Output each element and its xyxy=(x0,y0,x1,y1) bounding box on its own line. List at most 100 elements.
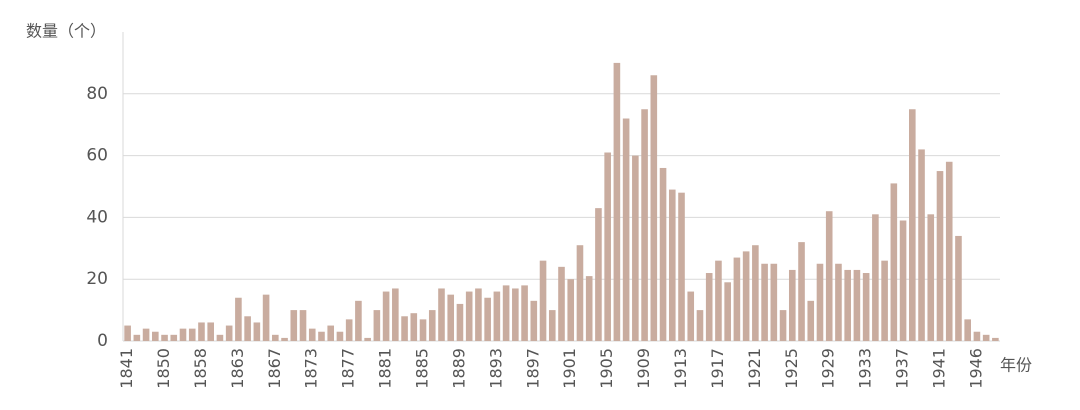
bar xyxy=(207,322,214,341)
bar xyxy=(890,183,898,341)
bar xyxy=(576,245,584,341)
bar xyxy=(428,310,436,341)
bar xyxy=(225,325,233,341)
bar xyxy=(779,310,787,341)
bar xyxy=(705,273,713,341)
x-tick-label: 1937 xyxy=(893,348,912,389)
bar xyxy=(512,288,519,341)
x-tick-label: 1850 xyxy=(154,348,173,389)
x-tick-label: 1917 xyxy=(708,348,727,389)
y-tick-label: 40 xyxy=(86,207,108,227)
x-tick-label: 1867 xyxy=(265,348,284,389)
bar xyxy=(216,334,224,341)
bar xyxy=(548,310,556,341)
bar xyxy=(835,263,842,341)
bar xyxy=(299,310,307,341)
bar xyxy=(853,269,861,341)
bar xyxy=(872,214,879,341)
bar xyxy=(355,300,362,341)
bar xyxy=(382,291,390,341)
bar xyxy=(770,263,778,341)
x-tick-label: 1905 xyxy=(597,348,616,389)
bar xyxy=(641,109,648,341)
bar xyxy=(170,334,178,341)
bar xyxy=(973,331,981,341)
bar xyxy=(955,235,962,341)
bar xyxy=(816,263,824,341)
bar xyxy=(124,325,131,341)
bar xyxy=(936,171,944,341)
bar xyxy=(678,192,685,341)
bar xyxy=(650,75,658,341)
x-tick-label: 1946 xyxy=(966,348,985,389)
bar xyxy=(142,328,150,341)
x-tick-label: 1925 xyxy=(782,348,801,389)
bar xyxy=(281,337,288,341)
bar xyxy=(909,109,916,341)
y-axis-title: 数量（个） xyxy=(26,22,106,41)
bar xyxy=(179,328,187,341)
bar xyxy=(798,242,805,341)
bar xyxy=(604,152,611,341)
bar xyxy=(244,316,251,341)
bar xyxy=(290,310,298,341)
x-tick-label: 1881 xyxy=(376,348,395,389)
bar xyxy=(235,297,242,341)
bar xyxy=(272,334,279,341)
x-tick-label: 1863 xyxy=(228,348,247,389)
x-tick-label: 1909 xyxy=(634,348,653,389)
bar xyxy=(724,282,731,341)
bar xyxy=(465,291,473,341)
bar xyxy=(899,220,907,341)
bar xyxy=(622,118,630,342)
bar xyxy=(152,331,159,341)
bar xyxy=(742,251,750,341)
bar xyxy=(364,337,371,341)
bar xyxy=(521,285,528,341)
bar xyxy=(493,291,501,341)
x-tick-label: 1885 xyxy=(413,348,432,389)
bar xyxy=(992,337,999,341)
bar xyxy=(410,313,418,341)
bar xyxy=(484,297,491,341)
bar xyxy=(345,319,353,341)
bar xyxy=(668,189,676,341)
bar xyxy=(567,279,575,341)
bar xyxy=(401,316,408,341)
bar xyxy=(539,260,547,341)
bar xyxy=(862,273,870,341)
bar xyxy=(761,263,768,341)
bar xyxy=(659,167,667,341)
y-tick-label: 60 xyxy=(86,146,108,166)
bar xyxy=(982,334,990,341)
bar xyxy=(475,288,482,341)
bar xyxy=(788,269,796,341)
x-tick-label: 1873 xyxy=(302,348,321,389)
bar xyxy=(585,276,593,341)
bar xyxy=(419,319,427,341)
y-tick-label: 80 xyxy=(86,84,108,104)
bar xyxy=(715,260,722,341)
bar xyxy=(253,322,261,341)
bar xyxy=(336,331,344,341)
bar xyxy=(161,334,168,341)
bar xyxy=(456,303,464,341)
x-axis-title: 年份 xyxy=(1000,356,1032,375)
bar xyxy=(752,245,759,341)
x-tick-label: 1901 xyxy=(560,348,579,389)
bar xyxy=(825,211,833,341)
bar xyxy=(447,294,455,341)
bar xyxy=(964,319,971,341)
bar xyxy=(530,300,538,341)
x-tick-label: 1929 xyxy=(819,348,838,389)
bar xyxy=(392,288,399,341)
x-tick-label: 1897 xyxy=(523,348,542,389)
bar xyxy=(308,328,316,341)
x-tick-label: 1889 xyxy=(449,348,468,389)
bar xyxy=(687,291,695,341)
x-tick-label: 1921 xyxy=(745,348,764,389)
bar xyxy=(502,285,510,341)
x-tick-label: 1841 xyxy=(117,348,136,389)
bar xyxy=(945,161,953,341)
x-tick-label: 1893 xyxy=(486,348,505,389)
